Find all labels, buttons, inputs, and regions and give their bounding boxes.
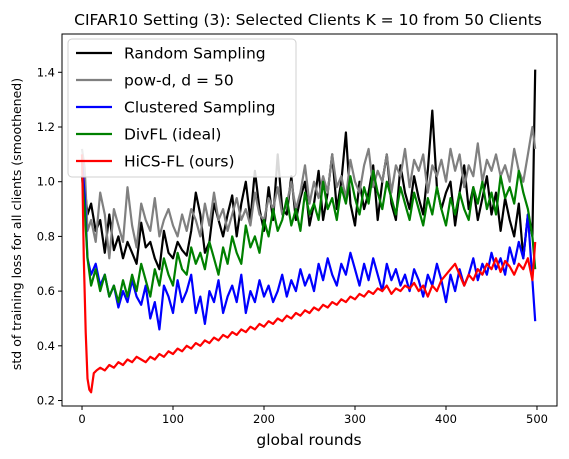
y-tick-label-1: 0.4 — [37, 339, 55, 353]
legend-label-2: Clustered Sampling — [124, 99, 276, 117]
y-axis: 0.2 0.4 0.6 0.8 1.0 1.2 1.4 — [37, 65, 62, 408]
x-tick-label-3: 300 — [344, 412, 366, 426]
x-tick-label-2: 200 — [253, 412, 275, 426]
y-axis-label: std of training loss for all clients (sm… — [9, 78, 24, 370]
series-line-1 — [80, 125, 537, 260]
legend: Random Sampling pow-d, d = 50 Clustered Sa… — [67, 38, 297, 178]
series-layer — [80, 69, 537, 394]
y-tick-label-6: 1.4 — [37, 65, 55, 79]
legend-box — [67, 38, 297, 178]
plot-frame — [61, 33, 558, 407]
x-axis-label: global rounds — [256, 431, 361, 449]
legend-label-1: pow-d, d = 50 — [124, 72, 234, 90]
y-tick-label-0: 0.2 — [37, 394, 55, 408]
x-tick-label-4: 400 — [435, 412, 457, 426]
x-tick-label-1: 100 — [162, 412, 184, 426]
x-tick-label-5: 500 — [526, 412, 548, 426]
legend-label-4: HiCS-FL (ours) — [124, 153, 235, 171]
y-tick-label-2: 0.6 — [37, 284, 55, 298]
legend-label-3: DivFL (ideal) — [124, 126, 221, 144]
series-line-2 — [80, 159, 537, 331]
series-line-4 — [80, 154, 537, 394]
y-tick-label-3: 0.8 — [37, 229, 55, 243]
x-tick-label-0: 0 — [78, 412, 85, 426]
series-line-3 — [80, 169, 537, 304]
chart-title: CIFAR10 Setting (3): Selected Clients K … — [74, 11, 542, 29]
y-tick-label-5: 1.2 — [37, 120, 55, 134]
y-tick-label-4: 1.0 — [37, 175, 55, 189]
x-axis: 0 100 200 300 400 500 — [78, 406, 548, 426]
legend-label-0: Random Sampling — [124, 45, 266, 63]
